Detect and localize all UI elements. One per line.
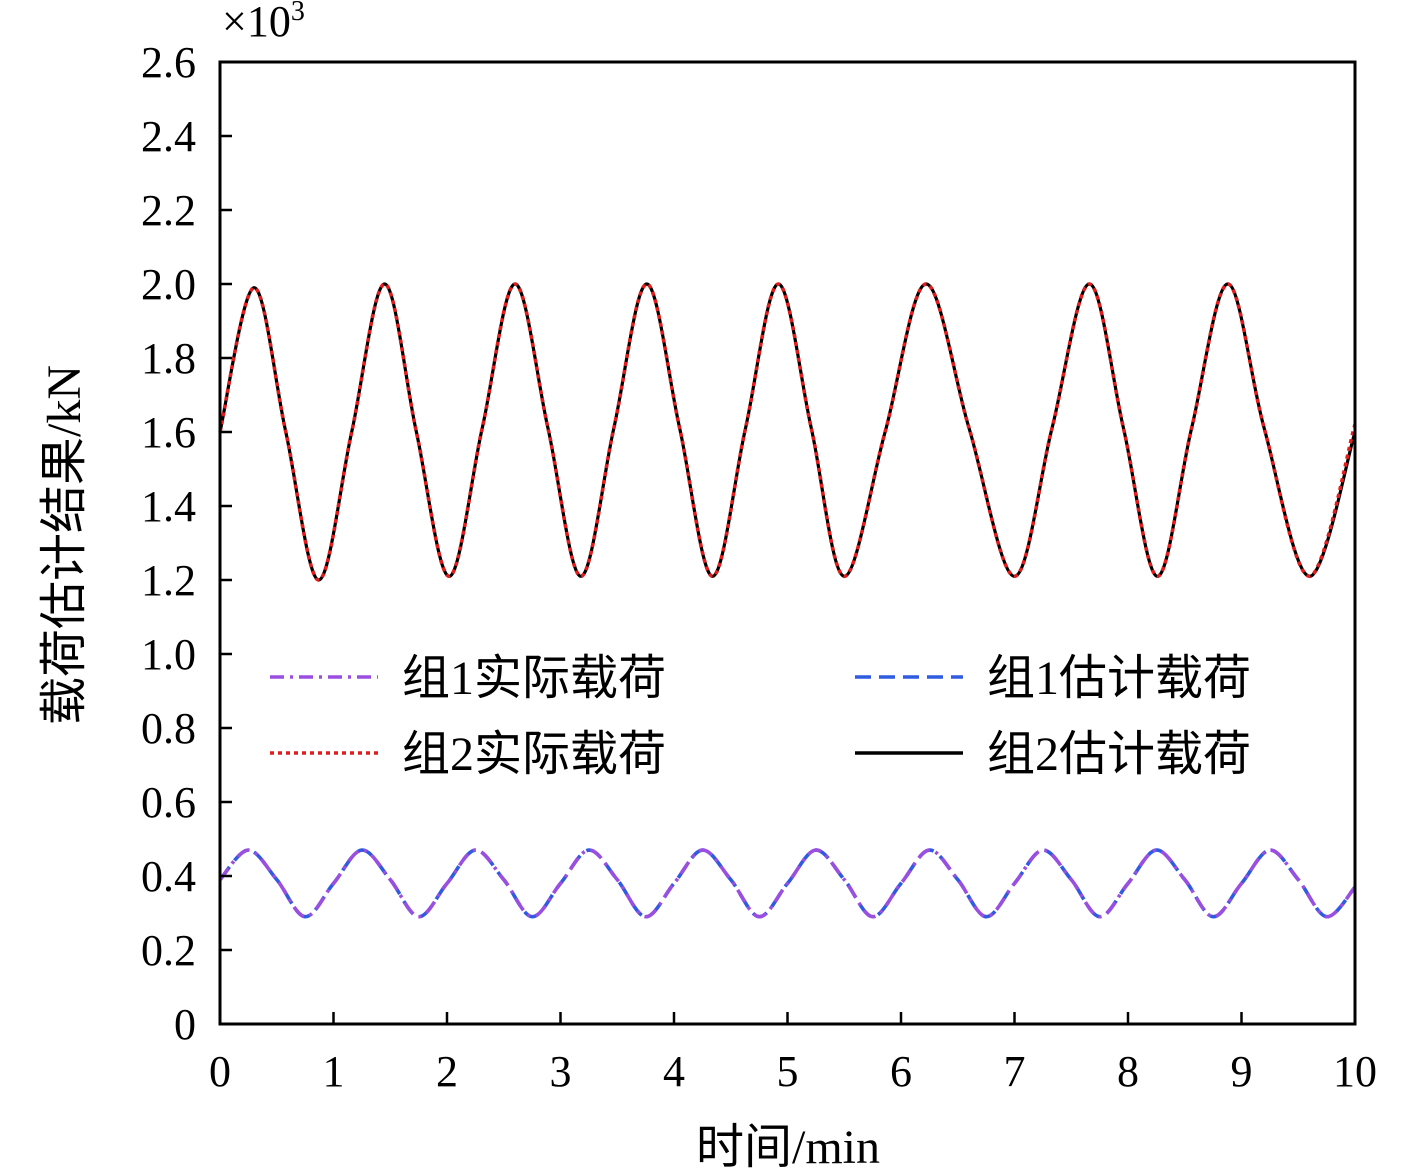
x-tick-label: 0 xyxy=(209,1047,231,1096)
x-tick-label: 5 xyxy=(777,1047,799,1096)
legend-label-2: 组1估计载荷 xyxy=(987,652,1251,705)
x-tick-label: 2 xyxy=(436,1047,458,1096)
legend-label-3: 组2实际载荷 xyxy=(402,728,666,781)
x-tick-label: 8 xyxy=(1117,1047,1139,1096)
series-layer xyxy=(218,282,1357,919)
y-tick-label: 1.6 xyxy=(141,408,196,457)
y-tick-label: 0.6 xyxy=(141,778,196,827)
y-tick-label: 2.2 xyxy=(141,186,196,235)
x-axis-title: 时间/min xyxy=(696,1121,880,1174)
y-tick-label: 0 xyxy=(174,1000,196,1049)
x-tick-label: 1 xyxy=(323,1047,345,1096)
y-tick-label: 1.4 xyxy=(141,482,196,531)
legend-label-1: 组1实际载荷 xyxy=(402,652,666,705)
y-tick-label: 0.2 xyxy=(141,926,196,975)
x-axis-ticks: 0 1 2 3 4 5 6 7 8 9 10 xyxy=(209,1012,1377,1096)
series-line-4 xyxy=(218,282,1357,582)
x-tick-label: 3 xyxy=(550,1047,572,1096)
x-tick-label: 4 xyxy=(663,1047,685,1096)
series-line-3 xyxy=(218,282,1357,582)
y-axis-title: 载荷估计结果/kN xyxy=(38,365,91,725)
y-tick-label: 1.0 xyxy=(141,630,196,679)
x-tick-label: 7 xyxy=(1004,1047,1026,1096)
y-tick-label: 2.4 xyxy=(141,112,196,161)
y-tick-label: 1.8 xyxy=(141,334,196,383)
x-tick-label: 9 xyxy=(1231,1047,1253,1096)
y-tick-label: 2.6 xyxy=(141,38,196,87)
y-tick-label: 2.0 xyxy=(141,260,196,309)
legend-label-4: 组2估计载荷 xyxy=(987,728,1251,781)
y-scale-label: ×103 xyxy=(222,0,305,46)
y-axis-ticks: 0 0.2 0.4 0.6 0.8 1.0 1.2 1.4 1.6 1.8 2.0 2.2 2.4 2.6 xyxy=(141,38,232,1049)
x-tick-label: 6 xyxy=(890,1047,912,1096)
x-tick-label: 10 xyxy=(1333,1047,1377,1096)
y-tick-label: 0.4 xyxy=(141,852,196,901)
series-line-1 xyxy=(218,848,1357,919)
y-tick-label: 1.2 xyxy=(141,556,196,605)
y-tick-label: 0.8 xyxy=(141,704,196,753)
